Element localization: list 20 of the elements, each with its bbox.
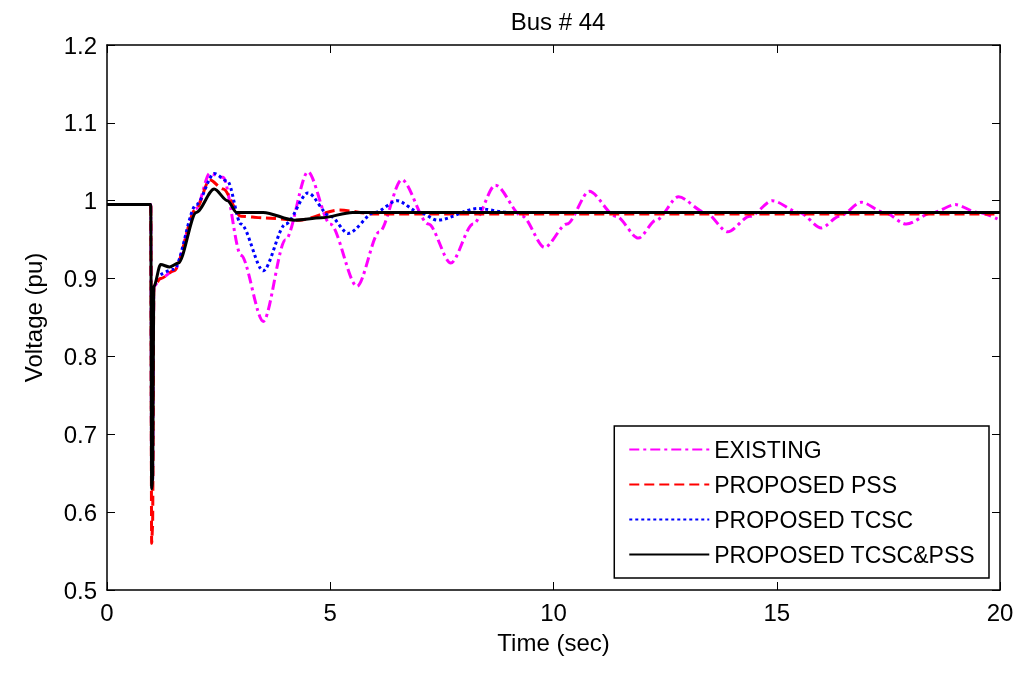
y-tick-label: 1 xyxy=(83,187,97,215)
y-tick-label: 0.8 xyxy=(63,342,97,370)
chart-title: Bus # 44 xyxy=(510,7,606,35)
legend-label: EXISTING xyxy=(714,436,822,463)
y-tick-label: 0.9 xyxy=(63,265,97,293)
x-tick-label: 20 xyxy=(986,598,1014,626)
x-tick-label: 10 xyxy=(540,598,567,626)
y-tick-label: 1.2 xyxy=(63,31,97,59)
y-tick-label: 0.5 xyxy=(63,576,97,604)
legend-label: PROPOSED TCSC&PSS xyxy=(714,541,975,568)
legend-label: PROPOSED TCSC xyxy=(714,506,914,533)
x-tick-label: 5 xyxy=(323,598,337,626)
y-axis-title: Voltage (pu) xyxy=(19,252,47,383)
x-tick-label: 15 xyxy=(763,598,791,626)
y-tick-label: 0.7 xyxy=(63,420,97,448)
y-tick-label: 0.6 xyxy=(63,498,97,526)
x-tick-label: 0 xyxy=(100,598,114,626)
legend-label: PROPOSED PSS xyxy=(714,471,898,498)
x-axis-title: Time (sec) xyxy=(497,628,610,656)
y-tick-label: 1.1 xyxy=(63,109,97,137)
